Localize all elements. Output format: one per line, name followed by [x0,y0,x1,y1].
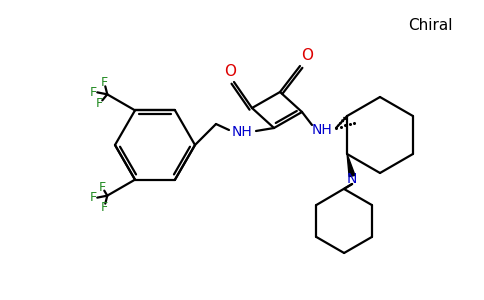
Text: Chiral: Chiral [408,17,452,32]
Text: F: F [90,86,97,99]
Text: F: F [101,201,108,214]
Text: NH: NH [312,123,333,137]
Text: F: F [101,76,108,89]
Text: F: F [90,191,97,204]
Text: F: F [96,97,103,110]
Text: O: O [224,64,236,80]
Text: NH: NH [232,125,252,139]
Text: F: F [99,181,106,194]
Text: O: O [301,49,313,64]
Text: N: N [347,172,357,186]
Polygon shape [347,154,355,177]
